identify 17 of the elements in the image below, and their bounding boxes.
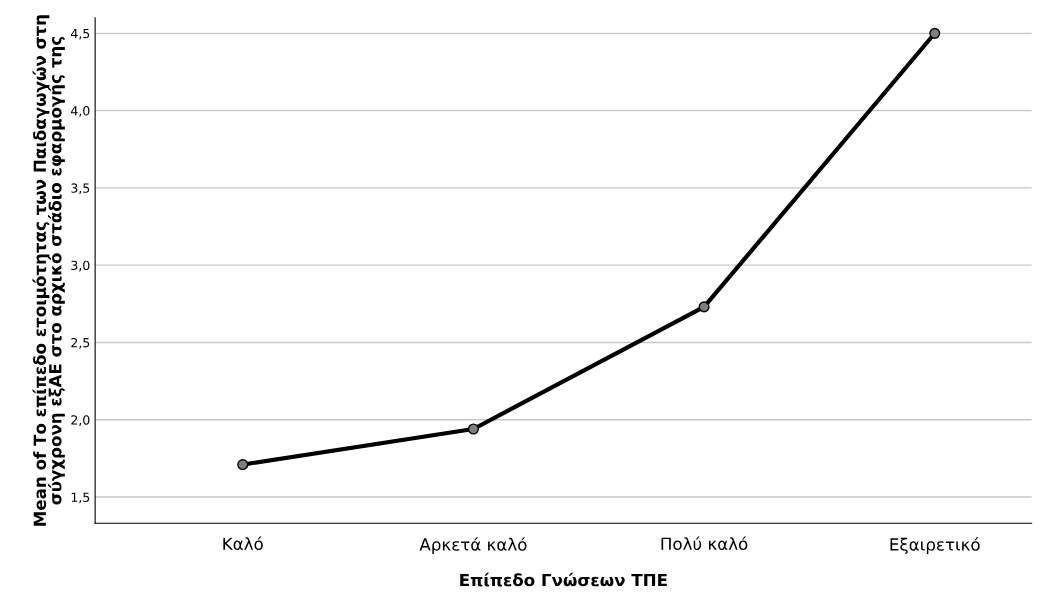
- y-tick-label: 1,5: [71, 492, 90, 504]
- point: [467, 423, 479, 435]
- point: [698, 301, 710, 313]
- y-tick-label: 4,5: [71, 28, 90, 40]
- y-tick-label: 3,0: [71, 260, 90, 272]
- point: [929, 27, 941, 39]
- y-tick-label: 3,5: [71, 183, 90, 195]
- x-tick-label: Καλό: [223, 536, 263, 551]
- y-tick-label: 2,0: [71, 415, 90, 426]
- x-tick-label: Εξαιρετικό: [890, 537, 980, 555]
- y-tick-label: 4,0: [71, 106, 90, 117]
- x-axis-title: Επίπεδο Γνώσεων ΤΠΕ: [460, 572, 667, 587]
- x-tick-label: Πολύ καλό: [661, 536, 748, 551]
- y-tick-label: 2,5: [71, 337, 90, 349]
- y-axis-title: Mean of Το επίπεδο ετοιμότητας των Παιδαγωγών στη σύγχρονη εξΑΕ στο αρχικό στάδιο εφαρμογής της: [32, 15, 65, 526]
- point: [237, 458, 249, 471]
- x-tick-label: Αρκετά καλό: [419, 537, 527, 554]
